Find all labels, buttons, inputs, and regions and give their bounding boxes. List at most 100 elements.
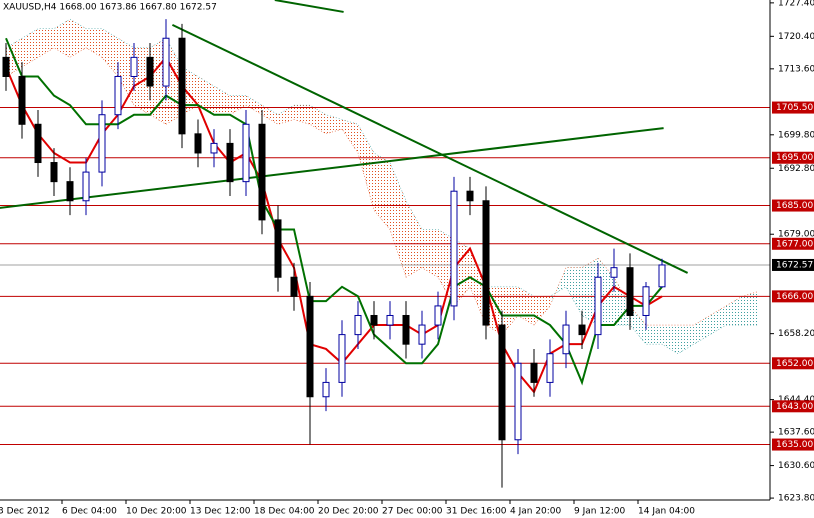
candle-body: [274, 219, 282, 278]
cloud-segment: [662, 325, 678, 354]
cloud-segment: [278, 105, 294, 125]
candle-body: [2, 56, 10, 77]
level-label-box: [772, 101, 814, 114]
cloud-segment: [86, 28, 102, 58]
cloud-segment: [742, 291, 758, 326]
x-tick-label: 14 Jan 04:00: [638, 507, 695, 517]
cloud-segment: [646, 325, 662, 345]
candle-body: [498, 324, 506, 441]
candle-body: [34, 123, 42, 164]
cloud-segment: [70, 19, 86, 58]
candle-body: [610, 267, 618, 278]
candle-body: [162, 37, 170, 87]
x-tick-label: 10 Dec 20:00: [126, 507, 187, 517]
x-tick-label: 27 Dec 00:00: [382, 507, 443, 517]
candle-body: [258, 123, 266, 221]
last-price-label: 1672.57: [776, 260, 813, 270]
candle-body: [114, 75, 122, 116]
y-tick-label: 1727.40: [778, 0, 814, 8]
cloud-segment: [246, 95, 262, 115]
candle-body: [594, 276, 602, 336]
cloud-segment: [630, 305, 646, 345]
cloud-segment: [262, 105, 278, 125]
cloud-segment: [598, 258, 614, 326]
x-tick-label: 6 Dec 04:00: [62, 507, 117, 517]
cloud-segment: [358, 124, 374, 211]
cloud-segment: [326, 114, 342, 134]
cloud-segment: [198, 76, 214, 115]
y-tick-label: 1623.80: [778, 494, 814, 504]
cloud-segment: [342, 119, 358, 153]
cloud-segment: [118, 38, 134, 106]
candle-body: [530, 362, 538, 383]
indicator-line: [5, 37, 663, 386]
x-tick-label: 9 Jan 12:00: [574, 507, 626, 517]
y-tick-label: 1713.60: [778, 64, 814, 74]
cloud-segment: [182, 66, 198, 115]
candle-body: [354, 314, 362, 336]
level-label: 1666.00: [776, 292, 813, 302]
candle-body: [402, 314, 410, 345]
last-price-box: [772, 258, 814, 271]
cloud-segment: [582, 258, 598, 326]
level-label-box: [772, 199, 814, 212]
cloud-segment: [406, 200, 422, 278]
level-label: 1643.00: [776, 402, 813, 412]
level-label: 1635.00: [776, 440, 813, 450]
level-label-box: [772, 290, 814, 303]
candle-body: [306, 295, 314, 398]
candle-body: [626, 267, 634, 316]
level-label: 1705.50: [776, 103, 813, 113]
x-tick-label: 20 Dec 20:00: [318, 507, 379, 517]
candle-body: [466, 190, 474, 202]
cloud-segment: [102, 28, 118, 77]
cloud-segment: [566, 267, 582, 316]
indicator-line: [5, 55, 663, 394]
chart-title: XAUUSD,H4 1668.00 1673.86 1667.80 1672.5…: [3, 3, 217, 13]
candle-body: [178, 37, 186, 135]
candle-body: [194, 133, 202, 154]
level-label-box: [772, 237, 814, 250]
cloud-edge: [5, 47, 759, 335]
candle-body: [82, 171, 90, 202]
candle-body: [322, 381, 330, 398]
trend-line: [274, 0, 344, 13]
candle-body: [290, 276, 298, 297]
candle-body: [482, 200, 490, 326]
cloud-segment: [54, 19, 70, 58]
candle-body: [562, 324, 570, 355]
plot-area: [0, 0, 770, 488]
y-tick-label: 1720.40: [778, 32, 814, 42]
candle-body: [18, 75, 26, 125]
cloud-segment: [550, 267, 566, 306]
y-tick-label: 1658.20: [778, 329, 814, 339]
y-tick-label: 1644.40: [778, 395, 814, 405]
level-label: 1677.00: [776, 239, 813, 249]
level-label: 1685.00: [776, 201, 813, 211]
level-label: 1695.00: [776, 153, 813, 163]
level-label: 1652.00: [776, 359, 813, 369]
cloud-segment: [374, 152, 390, 230]
x-tick-label: 3 Dec 2012: [0, 507, 50, 517]
trend-line: [171, 23, 689, 274]
cloud-segment: [22, 28, 38, 67]
cloud-segment: [150, 38, 166, 125]
level-label-box: [772, 151, 814, 164]
cloud-segment: [454, 239, 470, 306]
candle-body: [146, 56, 154, 87]
cloud-segment: [470, 248, 486, 326]
candle-body: [98, 114, 106, 173]
trend-line: [0, 127, 664, 209]
x-tick-label: 4 Jan 20:00: [510, 507, 562, 517]
y-tick-label: 1692.80: [778, 164, 814, 174]
candle-body: [450, 190, 458, 307]
cloud-segment: [678, 325, 694, 354]
candle-body: [50, 162, 58, 183]
candle-body: [642, 286, 650, 316]
candle-body: [66, 181, 74, 202]
candle-body: [386, 314, 394, 326]
candle-body: [578, 324, 586, 336]
